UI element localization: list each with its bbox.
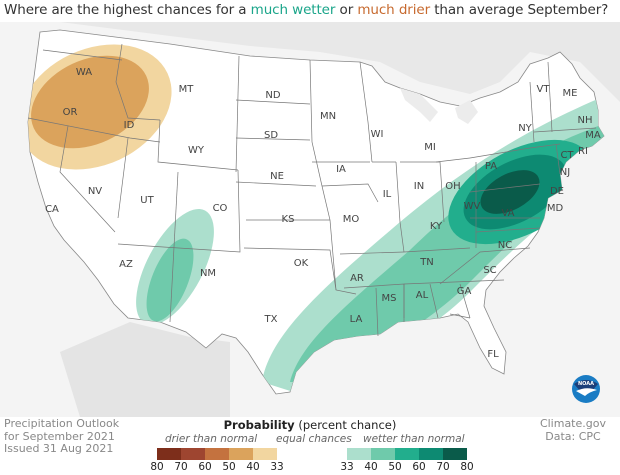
wet-sw-medium bbox=[146, 238, 194, 322]
swatch-equal bbox=[277, 448, 347, 460]
state-label-PA: PA bbox=[485, 161, 497, 172]
title-suffix: than average September? bbox=[430, 2, 609, 18]
tick-label: 70 bbox=[174, 461, 188, 473]
state-label-NM: NM bbox=[200, 268, 216, 279]
state-label-GA: GA bbox=[457, 286, 472, 297]
wet-east-70 bbox=[480, 170, 540, 214]
title-middle: or bbox=[335, 2, 358, 18]
legend-cat-equal: equal chances bbox=[276, 433, 352, 445]
state-label-VA: VA bbox=[501, 208, 514, 219]
tick-label: 60 bbox=[198, 461, 212, 473]
noaa-logo-icon: NOAA bbox=[572, 375, 600, 403]
credit-source: Climate.gov bbox=[539, 417, 606, 430]
swatch-wet-70 bbox=[419, 448, 443, 460]
swatch-dry-60 bbox=[205, 448, 229, 460]
swatch-dry-80 bbox=[157, 448, 181, 460]
state-label-AL: AL bbox=[416, 290, 429, 301]
legend-title: Probability (percent chance) bbox=[0, 418, 620, 432]
svg-text:NOAA: NOAA bbox=[578, 381, 594, 387]
credit-data: Data: CPC bbox=[545, 429, 601, 443]
state-label-MD: MD bbox=[547, 203, 564, 214]
state-label-KS: KS bbox=[282, 214, 295, 225]
state-label-LA: LA bbox=[350, 314, 363, 325]
state-label-DE: DE bbox=[550, 186, 564, 197]
state-label-NV: NV bbox=[88, 186, 102, 197]
state-label-AR: AR bbox=[350, 273, 364, 284]
state-label-NJ: NJ bbox=[560, 167, 570, 178]
outlook-title: Precipitation Outlook bbox=[4, 417, 120, 430]
state-label-MS: MS bbox=[382, 293, 397, 304]
title-prefix: Where are the highest chances for a bbox=[4, 2, 251, 18]
tick-label: 60 bbox=[412, 461, 426, 473]
state-labels: WA OR ID MT WY NV UT CA CO AZ NM ND SD N… bbox=[45, 67, 601, 360]
state-label-OR: OR bbox=[63, 107, 78, 118]
swatch-wet-60 bbox=[395, 448, 419, 460]
state-label-WY: WY bbox=[188, 145, 205, 156]
tick-label: 50 bbox=[388, 461, 402, 473]
us-precipitation-map: WA OR ID MT WY NV UT CA CO AZ NM ND SD N… bbox=[0, 22, 620, 417]
legend-title-rest: (percent chance) bbox=[294, 418, 397, 432]
state-label-CA: CA bbox=[45, 204, 59, 215]
outlook-info: Precipitation Outlook for September 2021… bbox=[4, 417, 120, 456]
tick-label: 40 bbox=[246, 461, 260, 473]
state-label-ND: ND bbox=[265, 90, 280, 101]
swatch-dry-40 bbox=[253, 448, 277, 460]
state-label-ME: ME bbox=[563, 88, 578, 99]
state-label-ID: ID bbox=[124, 120, 135, 131]
swatch-dry-50 bbox=[229, 448, 253, 460]
state-label-IL: IL bbox=[383, 189, 392, 200]
state-label-CO: CO bbox=[213, 203, 228, 214]
state-label-OH: OH bbox=[445, 181, 460, 192]
title-dry-phrase: much drier bbox=[357, 2, 431, 18]
outlook-period: for September 2021 bbox=[4, 429, 115, 443]
state-label-WI: WI bbox=[371, 129, 384, 140]
title-wet-phrase: much wetter bbox=[250, 2, 336, 18]
state-label-IN: IN bbox=[414, 181, 424, 192]
state-label-KY: KY bbox=[430, 221, 443, 232]
swatch-dry-70 bbox=[181, 448, 205, 460]
state-label-IA: IA bbox=[336, 164, 346, 175]
state-label-NY: NY bbox=[518, 123, 532, 134]
state-label-FL: FL bbox=[487, 349, 499, 360]
state-label-TX: TX bbox=[264, 314, 278, 325]
state-label-UT: UT bbox=[140, 195, 154, 206]
state-label-NH: NH bbox=[578, 115, 593, 126]
legend-cat-wetter: wetter than normal bbox=[363, 433, 465, 445]
state-label-SD: SD bbox=[264, 130, 278, 141]
state-label-MT: MT bbox=[179, 84, 195, 95]
map-title: Where are the highest chances for a much… bbox=[4, 2, 608, 18]
tick-label: 33 bbox=[340, 461, 354, 473]
swatch-wet-40 bbox=[347, 448, 371, 460]
tick-label: 33 bbox=[270, 461, 284, 473]
state-label-SC: SC bbox=[483, 265, 496, 276]
dry-region-medium bbox=[31, 55, 149, 149]
tick-label: 80 bbox=[460, 461, 474, 473]
state-label-WA: WA bbox=[76, 67, 92, 78]
state-label-WV: WV bbox=[464, 201, 481, 212]
state-label-MI: MI bbox=[424, 142, 436, 153]
state-label-TN: TN bbox=[419, 257, 434, 268]
state-label-MN: MN bbox=[320, 111, 336, 122]
state-label-AZ: AZ bbox=[119, 259, 133, 270]
credits: Climate.gov Data: CPC bbox=[539, 417, 606, 443]
state-borders bbox=[27, 43, 597, 337]
state-label-MO: MO bbox=[343, 214, 360, 225]
state-label-CT: CT bbox=[560, 150, 574, 161]
tick-label: 40 bbox=[364, 461, 378, 473]
state-label-VT: VT bbox=[537, 84, 551, 95]
state-label-MA: MA bbox=[585, 130, 601, 141]
tick-label: 50 bbox=[222, 461, 236, 473]
outlook-issued-date: Issued 31 Aug 2021 bbox=[4, 442, 114, 455]
tick-label: 70 bbox=[436, 461, 450, 473]
swatch-wet-50 bbox=[371, 448, 395, 460]
state-label-NC: NC bbox=[498, 240, 512, 251]
legend-title-bold: Probability bbox=[223, 418, 295, 432]
legend-cat-drier: drier than normal bbox=[165, 433, 258, 445]
legend-color-bar bbox=[157, 448, 467, 460]
swatch-wet-80 bbox=[443, 448, 467, 460]
tick-label: 80 bbox=[150, 461, 164, 473]
state-label-RI: RI bbox=[578, 146, 588, 157]
state-label-NE: NE bbox=[270, 171, 284, 182]
state-label-OK: OK bbox=[294, 258, 309, 269]
